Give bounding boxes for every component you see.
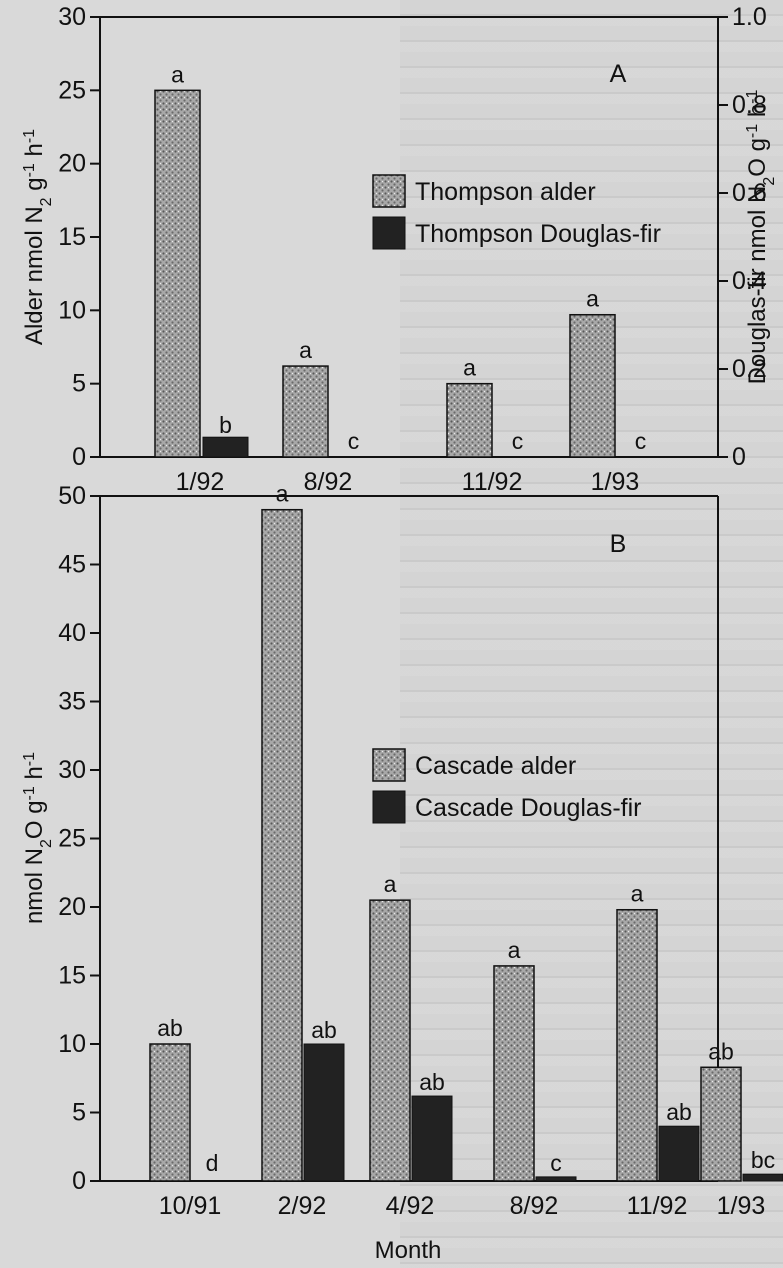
- bar-cascade-alder: [616, 908, 658, 1182]
- sig-label-alder: a: [384, 871, 397, 897]
- bar-cascade-douglas-fir: [411, 1095, 453, 1182]
- ytick-label-left-b: 30: [58, 756, 86, 784]
- xtick-label-b: 4/92: [386, 1192, 435, 1220]
- ytick-label-left-b: 0: [72, 1167, 86, 1195]
- xtick-label-a: 8/92: [304, 468, 353, 496]
- ytick-label-left-a: 0: [72, 443, 86, 471]
- ytick-label-left-b: 25: [58, 825, 86, 853]
- ytick-label-left-a: 25: [58, 76, 86, 104]
- sig-label-douglas-fir: bc: [751, 1147, 775, 1173]
- panel-b: 0 5 10 15 20 25 30 35 40 45 50 ab d 10/91 a ab 2/92 a ab 4/…: [21, 481, 783, 1264]
- y-axis-title-left-b: nmol N2O g-1 h-1: [21, 752, 55, 924]
- ytick-label-left-b: 20: [58, 893, 86, 921]
- legend-swatch-cascade-douglas-fir: [372, 790, 406, 824]
- ytick-label-right-a: 0.6: [732, 179, 767, 207]
- sig-label-douglas-fir: b: [219, 412, 232, 438]
- xtick-label-b: 1/93: [717, 1192, 766, 1220]
- xtick-label-a: 1/93: [591, 468, 640, 496]
- sig-label-douglas-fir: c: [348, 428, 360, 454]
- sig-label-alder: a: [631, 881, 644, 907]
- bar-thompson-alder: [569, 313, 616, 458]
- bar-thompson-alder: [446, 382, 493, 458]
- bar-cascade-alder: [369, 899, 411, 1182]
- legend-label-thompson-douglas-fir: Thompson Douglas-fir: [415, 220, 661, 248]
- xtick-label-a: 1/92: [176, 468, 225, 496]
- sig-label-douglas-fir: ab: [419, 1069, 445, 1095]
- bar-cascade-douglas-fir: [658, 1125, 700, 1182]
- ytick-label-right-a: 0.4: [732, 267, 767, 295]
- ytick-label-right-a: 0: [732, 443, 746, 471]
- ytick-label-left-b: 5: [72, 1099, 86, 1127]
- sig-label-douglas-fir: ab: [311, 1017, 337, 1043]
- ytick-label-left-b: 40: [58, 619, 86, 647]
- ytick-label-left-b: 35: [58, 688, 86, 716]
- legend-label-cascade-douglas-fir: Cascade Douglas-fir: [415, 794, 642, 822]
- sig-label-douglas-fir: c: [635, 428, 647, 454]
- bar-thompson-alder: [154, 89, 201, 458]
- xtick-label-b: 11/92: [627, 1192, 688, 1220]
- sig-label-alder: a: [299, 337, 312, 363]
- legend-swatch-thompson-douglas-fir: [372, 216, 406, 250]
- panel-letter-a: A: [610, 60, 627, 88]
- sig-label-douglas-fir: ab: [666, 1099, 692, 1125]
- sig-label-alder: a: [276, 481, 289, 507]
- ytick-label-right-a: 1.0: [732, 3, 767, 31]
- legend-swatch-cascade-alder: [372, 748, 406, 782]
- sig-label-alder: ab: [708, 1038, 734, 1064]
- panel-letter-b: B: [610, 530, 627, 558]
- sig-label-alder: a: [508, 937, 521, 963]
- page-bleed-background: [400, 0, 783, 1268]
- xtick-label-b: 2/92: [278, 1192, 327, 1220]
- xtick-label-a: 11/92: [462, 468, 523, 496]
- sig-label-alder: a: [586, 286, 599, 312]
- y-axis-title-left-a: Alder nmol N2 g-1 h-1: [21, 129, 55, 345]
- x-axis-title-b: Month: [375, 1237, 442, 1264]
- ytick-label-left-b: 10: [58, 1030, 86, 1058]
- bar-cascade-alder: [700, 1066, 742, 1182]
- ytick-label-left-a: 30: [58, 3, 86, 31]
- bar-cascade-alder: [493, 965, 535, 1182]
- bar-thompson-douglas-fir: [202, 436, 249, 458]
- ytick-label-left-a: 20: [58, 150, 86, 178]
- y-axis-title-right-a: Douglas-fir nmol N2O g-1 h-1: [744, 90, 778, 385]
- bar-cascade-douglas-fir: [535, 1176, 577, 1182]
- ytick-label-left-a: 5: [72, 370, 86, 398]
- ytick-label-left-b: 50: [58, 482, 86, 510]
- bar-cascade-alder: [149, 1043, 191, 1182]
- sig-label-alder: a: [463, 355, 476, 381]
- sig-label-alder: ab: [157, 1015, 183, 1041]
- ytick-label-left-b: 15: [58, 962, 86, 990]
- legend-label-thompson-alder: Thompson alder: [415, 178, 596, 206]
- legend-swatch-thompson-alder: [372, 174, 406, 208]
- sig-label-alder: a: [171, 61, 184, 87]
- panel-a: 0 5 10 15 20 25 30 0 0.2 0.4 0.6 0.8 1.0 a b 1/92 a c 8/92…: [21, 3, 778, 496]
- ytick-label-right-a: 0.2: [732, 355, 767, 383]
- legend-label-cascade-alder: Cascade alder: [415, 752, 576, 780]
- sig-label-douglas-fir: c: [550, 1150, 562, 1176]
- ytick-label-right-a: 0.8: [732, 91, 767, 119]
- bar-cascade-alder: [261, 508, 303, 1182]
- sig-label-douglas-fir: c: [512, 428, 524, 454]
- xtick-label-b: 10/91: [159, 1192, 222, 1220]
- bar-thompson-alder: [282, 365, 329, 458]
- bar-cascade-douglas-fir: [303, 1043, 345, 1182]
- ytick-label-left-b: 45: [58, 551, 86, 579]
- sig-label-douglas-fir: d: [206, 1150, 219, 1176]
- ytick-label-left-a: 15: [58, 223, 86, 251]
- ytick-label-left-a: 10: [58, 296, 86, 324]
- bar-cascade-douglas-fir: [742, 1173, 783, 1182]
- xtick-label-b: 8/92: [510, 1192, 559, 1220]
